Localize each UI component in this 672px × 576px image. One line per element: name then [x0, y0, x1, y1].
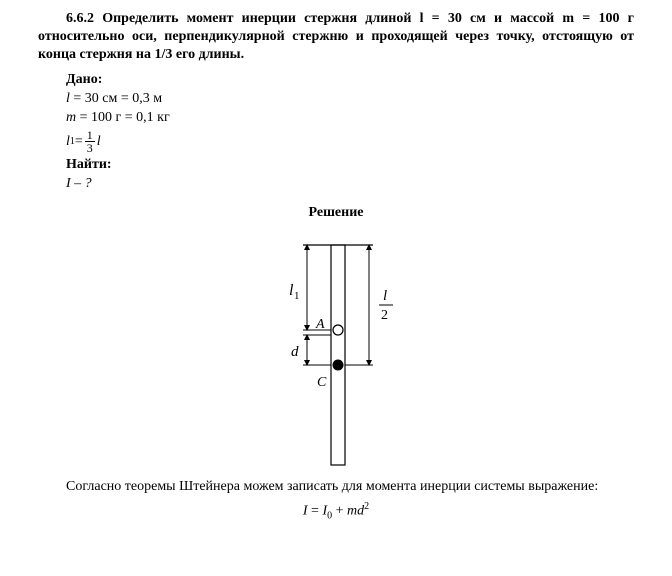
- find-line: I – ?: [66, 175, 634, 193]
- diagram: l 1 A d C l 2: [261, 230, 411, 470]
- point-c: [333, 359, 344, 370]
- given-label: Дано:: [66, 71, 634, 89]
- eq-eq: =: [308, 504, 323, 519]
- given-l-val: = 30 см = 0,3 м: [70, 91, 162, 106]
- given-l1-tail: l: [97, 133, 101, 151]
- given-line-2: m = 100 г = 0,1 кг: [66, 109, 634, 127]
- lhalf-num: l: [383, 288, 387, 304]
- given-l1-eq: =: [75, 133, 83, 151]
- given-m-val: = 100 г = 0,1 кг: [76, 110, 170, 125]
- find-text: I – ?: [66, 176, 92, 191]
- d-label: d: [291, 344, 299, 360]
- rod: [331, 245, 345, 465]
- given-line-3: l1 = 1 3 l: [66, 129, 634, 154]
- frac-den: 3: [85, 142, 95, 154]
- given-line-1: l = 30 см = 0,3 м: [66, 90, 634, 108]
- given-m: m: [66, 110, 76, 125]
- point-a: [333, 325, 343, 335]
- l1-sub: 1: [294, 290, 300, 302]
- given-section: Дано: l = 30 см = 0,3 м m = 100 г = 0,1 …: [66, 71, 634, 194]
- lhalf-den: 2: [381, 308, 388, 323]
- eq-m: m: [347, 504, 357, 519]
- find-label: Найти:: [66, 156, 634, 174]
- eq-plus: +: [332, 504, 347, 519]
- problem-number: 6.6.2: [66, 11, 94, 26]
- steiner-equation: I = I0 + md2: [38, 500, 634, 522]
- problem-statement: 6.6.2 Определить момент инерции стержня …: [38, 10, 634, 65]
- c-label: C: [317, 375, 327, 390]
- solution-title: Решение: [38, 204, 634, 222]
- a-label: A: [315, 317, 325, 332]
- eq-d-sup: 2: [364, 501, 369, 512]
- fraction-1-3: 1 3: [85, 129, 95, 154]
- problem-text: Определить момент инерции стержня длиной…: [38, 11, 634, 62]
- theorem-text: Согласно теоремы Штейнера можем записать…: [38, 478, 634, 496]
